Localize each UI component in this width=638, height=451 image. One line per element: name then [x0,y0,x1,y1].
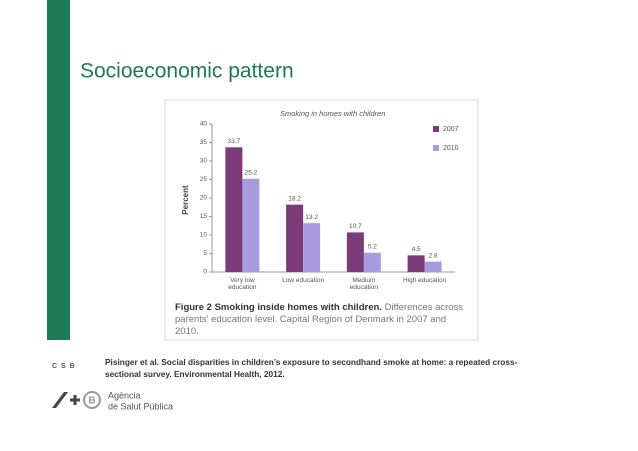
slide-title: Socioeconomic pattern [80,60,294,83]
y-tick-label: 30 [200,158,208,165]
legend-swatch [433,145,439,151]
data-label: 5.2 [368,243,377,250]
legend-swatch [433,126,439,132]
x-tick-label: Medium education [349,277,378,291]
legend-label: 2007 [443,126,459,133]
bar [407,255,425,272]
bar [303,223,321,272]
x-tick-label: Very low education [228,277,257,291]
y-tick-label: 40 [200,121,208,128]
source-label: C S B [52,363,76,370]
legend-label: 2010 [443,145,459,152]
data-label: 33.7 [228,138,241,145]
bar [363,252,381,272]
y-tick-label: 35 [200,139,208,146]
data-label: 2.8 [429,252,438,259]
data-label: 25.2 [245,169,258,176]
bar [346,232,364,272]
citation: Pisinger et al. Social disparities in ch… [105,357,518,379]
data-label: 18.2 [288,195,301,202]
logo-text: de Salut Pública [108,401,173,411]
bar [225,147,243,272]
y-tick-label: 25 [200,176,208,183]
logo-text: Agència [108,390,141,400]
chart-frame [164,99,479,341]
y-tick-label: 20 [200,195,208,202]
caption-bold: Figure 2 Smoking inside homes with child… [175,302,382,313]
y-tick-label: 15 [200,213,208,220]
chart-caption: Figure 2 Smoking inside homes with child… [175,302,470,338]
y-tick-label: 5 [203,250,207,257]
chart-title: Smoking in homes with children [280,109,385,118]
bar [242,178,260,272]
y-axis-label: Percent [181,185,190,215]
bar [286,204,304,272]
x-tick-label: High education [402,277,447,284]
data-label: 4.5 [412,246,421,253]
bar [424,261,442,272]
y-tick-label: 0 [203,269,207,276]
y-tick-label: 10 [200,232,208,239]
caption-text: Differences across parents' education le… [175,302,464,337]
logo-mark: B [52,391,101,409]
x-tick-label: Low education [282,277,325,284]
accent-bar [47,0,70,340]
data-label: 13.2 [305,214,318,221]
data-label: 10.7 [349,223,362,230]
svg-text:B: B [88,396,95,407]
